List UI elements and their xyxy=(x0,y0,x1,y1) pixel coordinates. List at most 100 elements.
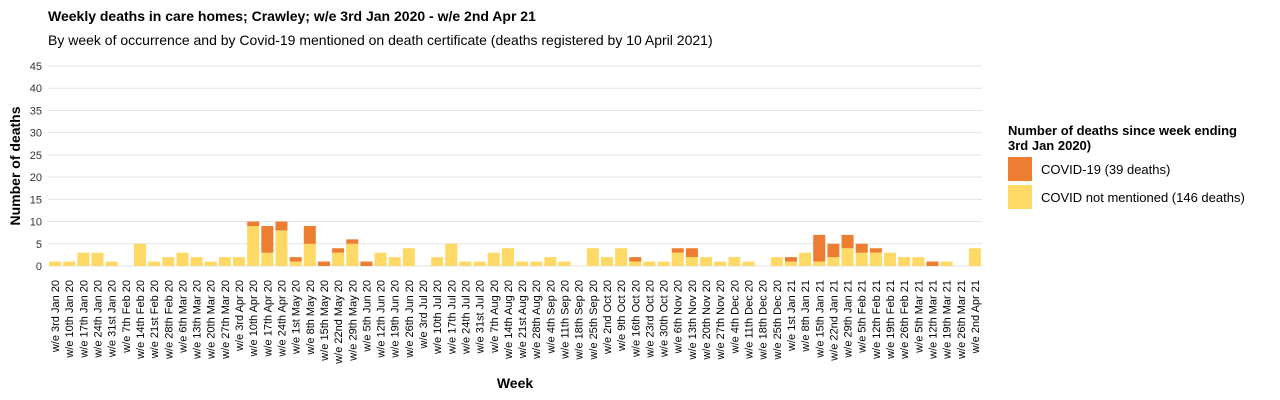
bar-not-mentioned xyxy=(940,261,953,266)
x-tick-label: w/e 18th Sep 20 xyxy=(574,280,586,361)
legend-swatch-covid xyxy=(1008,157,1032,181)
bar-not-mentioned xyxy=(671,252,684,266)
bar-not-mentioned xyxy=(799,252,812,266)
bar-covid xyxy=(275,221,288,231)
bar-not-mentioned xyxy=(784,261,797,266)
x-tick-label: w/e 22nd Jan 21 xyxy=(828,280,840,362)
chart-title: Weekly deaths in care homes; Crawley; w/… xyxy=(48,8,536,24)
bar-not-mentioned xyxy=(218,257,231,266)
legend-title: Number of deaths since week ending 3rd J… xyxy=(1008,123,1237,153)
bar-covid xyxy=(841,234,854,249)
x-tick-label: w/e 22nd May 20 xyxy=(333,280,345,365)
x-tick-label: w/e 5th Jun 20 xyxy=(361,280,373,353)
bar-not-mentioned xyxy=(275,230,288,266)
bar-not-mentioned xyxy=(884,252,897,266)
x-tick-label: w/e 1st Jan 21 xyxy=(786,280,798,352)
x-tick-label: w/e 12th Feb 21 xyxy=(871,280,883,360)
x-tick-label: w/e 7th Feb 20 xyxy=(121,280,133,354)
bar-not-mentioned xyxy=(530,261,543,266)
bar-not-mentioned xyxy=(728,257,741,266)
y-tick-label: 45 xyxy=(30,61,42,73)
x-tick-label: w/e 1st May 20 xyxy=(291,280,303,355)
bar-not-mentioned xyxy=(431,257,444,266)
y-tick-label: 0 xyxy=(36,261,42,273)
bar-not-mentioned xyxy=(247,226,260,266)
bar-not-mentioned xyxy=(162,257,175,266)
bar-not-mentioned xyxy=(261,252,274,266)
x-tick-label: w/e 10th Jan 20 xyxy=(64,280,76,359)
x-tick-label: w/e 25th Sep 20 xyxy=(588,280,600,361)
x-tick-label: w/e 19th Feb 21 xyxy=(885,280,897,360)
bar-covid xyxy=(332,248,345,253)
x-tick-label: w/e 5th Mar 21 xyxy=(913,280,925,354)
bar-not-mentioned xyxy=(374,252,387,266)
x-tick-label: w/e 28th Aug 20 xyxy=(531,280,543,360)
x-tick-label: w/e 3rd Apr 20 xyxy=(234,280,246,352)
bar-not-mentioned xyxy=(629,261,642,266)
bar-not-mentioned xyxy=(912,257,925,266)
bar-covid xyxy=(813,234,826,262)
bar-covid xyxy=(303,226,316,244)
bar-covid xyxy=(289,257,302,262)
bar-not-mentioned xyxy=(841,248,854,266)
legend-item-not-mentioned: COVID not mentioned (146 deaths) xyxy=(1008,185,1245,209)
bar-covid xyxy=(247,221,260,226)
x-tick-label: w/e 6th Nov 20 xyxy=(673,280,685,354)
x-tick-label: w/e 30th Oct 20 xyxy=(659,280,671,358)
x-tick-label: w/e 26th Mar 21 xyxy=(956,280,968,360)
x-tick-label: w/e 4th Sep 20 xyxy=(545,280,557,354)
bar-not-mentioned xyxy=(813,261,826,266)
legend-item-covid: COVID-19 (39 deaths) xyxy=(1008,157,1245,181)
x-tick-label: w/e 9th Oct 20 xyxy=(616,280,628,352)
bar-not-mentioned xyxy=(827,257,840,266)
bar-not-mentioned xyxy=(600,257,613,266)
bar-not-mentioned xyxy=(402,248,415,266)
bar-covid xyxy=(869,248,882,253)
x-tick-label: w/e 14th Aug 20 xyxy=(503,280,515,360)
bar-not-mentioned xyxy=(586,248,599,266)
bar-not-mentioned xyxy=(770,257,783,266)
y-tick-label: 15 xyxy=(30,194,42,206)
x-tick-label: w/e 26th Jun 20 xyxy=(404,280,416,359)
y-axis-title: Number of deaths xyxy=(7,106,23,225)
x-tick-label: w/e 2nd Oct 20 xyxy=(602,280,614,355)
bar-covid xyxy=(685,248,698,258)
bar-not-mentioned xyxy=(714,261,727,266)
x-tick-label: w/e 7th Aug 20 xyxy=(489,280,501,354)
x-tick-label: w/e 3rd Jul 20 xyxy=(418,280,430,349)
x-tick-label: w/e 26th Feb 21 xyxy=(899,280,911,360)
x-tick-label: w/e 14th Feb 20 xyxy=(135,280,147,360)
x-tick-label: w/e 27th Nov 20 xyxy=(715,280,727,361)
x-tick-label: w/e 29th Jan 21 xyxy=(843,280,855,359)
bar-not-mentioned xyxy=(148,261,161,266)
y-tick-label: 5 xyxy=(36,239,42,251)
bar-not-mentioned xyxy=(77,252,90,266)
y-tick-label: 30 xyxy=(30,128,42,140)
bar-not-mentioned xyxy=(855,252,868,266)
x-tick-label: w/e 29th May 20 xyxy=(347,280,359,362)
chart-subtitle: By week of occurrence and by Covid-19 me… xyxy=(48,32,713,48)
bar-not-mentioned xyxy=(445,243,458,266)
x-tick-label: w/e 18th Dec 20 xyxy=(758,280,770,361)
bar-not-mentioned xyxy=(898,257,911,266)
bar-covid xyxy=(629,257,642,262)
x-tick-label: w/e 8th Jan 21 xyxy=(800,280,812,353)
x-tick-label: w/e 24th Apr 20 xyxy=(277,280,289,357)
bar-not-mentioned xyxy=(176,252,189,266)
bar-covid xyxy=(360,261,373,266)
x-tick-label: w/e 10th Apr 20 xyxy=(248,280,260,357)
legend-label-covid: COVID-19 (39 deaths) xyxy=(1041,161,1171,177)
bar-not-mentioned xyxy=(516,261,529,266)
x-tick-label: w/e 20th Nov 20 xyxy=(701,280,713,361)
bar-not-mentioned xyxy=(869,252,882,266)
bar-covid xyxy=(346,239,359,244)
x-tick-label: w/e 24th Jul 20 xyxy=(460,280,472,355)
y-tick-label: 35 xyxy=(30,105,42,117)
x-tick-label: w/e 17th Jan 20 xyxy=(78,280,90,359)
bar-not-mentioned xyxy=(643,261,656,266)
bar-covid xyxy=(827,243,840,258)
x-tick-label: w/e 28th Feb 20 xyxy=(163,280,175,360)
x-tick-label: w/e 12th Jun 20 xyxy=(376,280,388,359)
